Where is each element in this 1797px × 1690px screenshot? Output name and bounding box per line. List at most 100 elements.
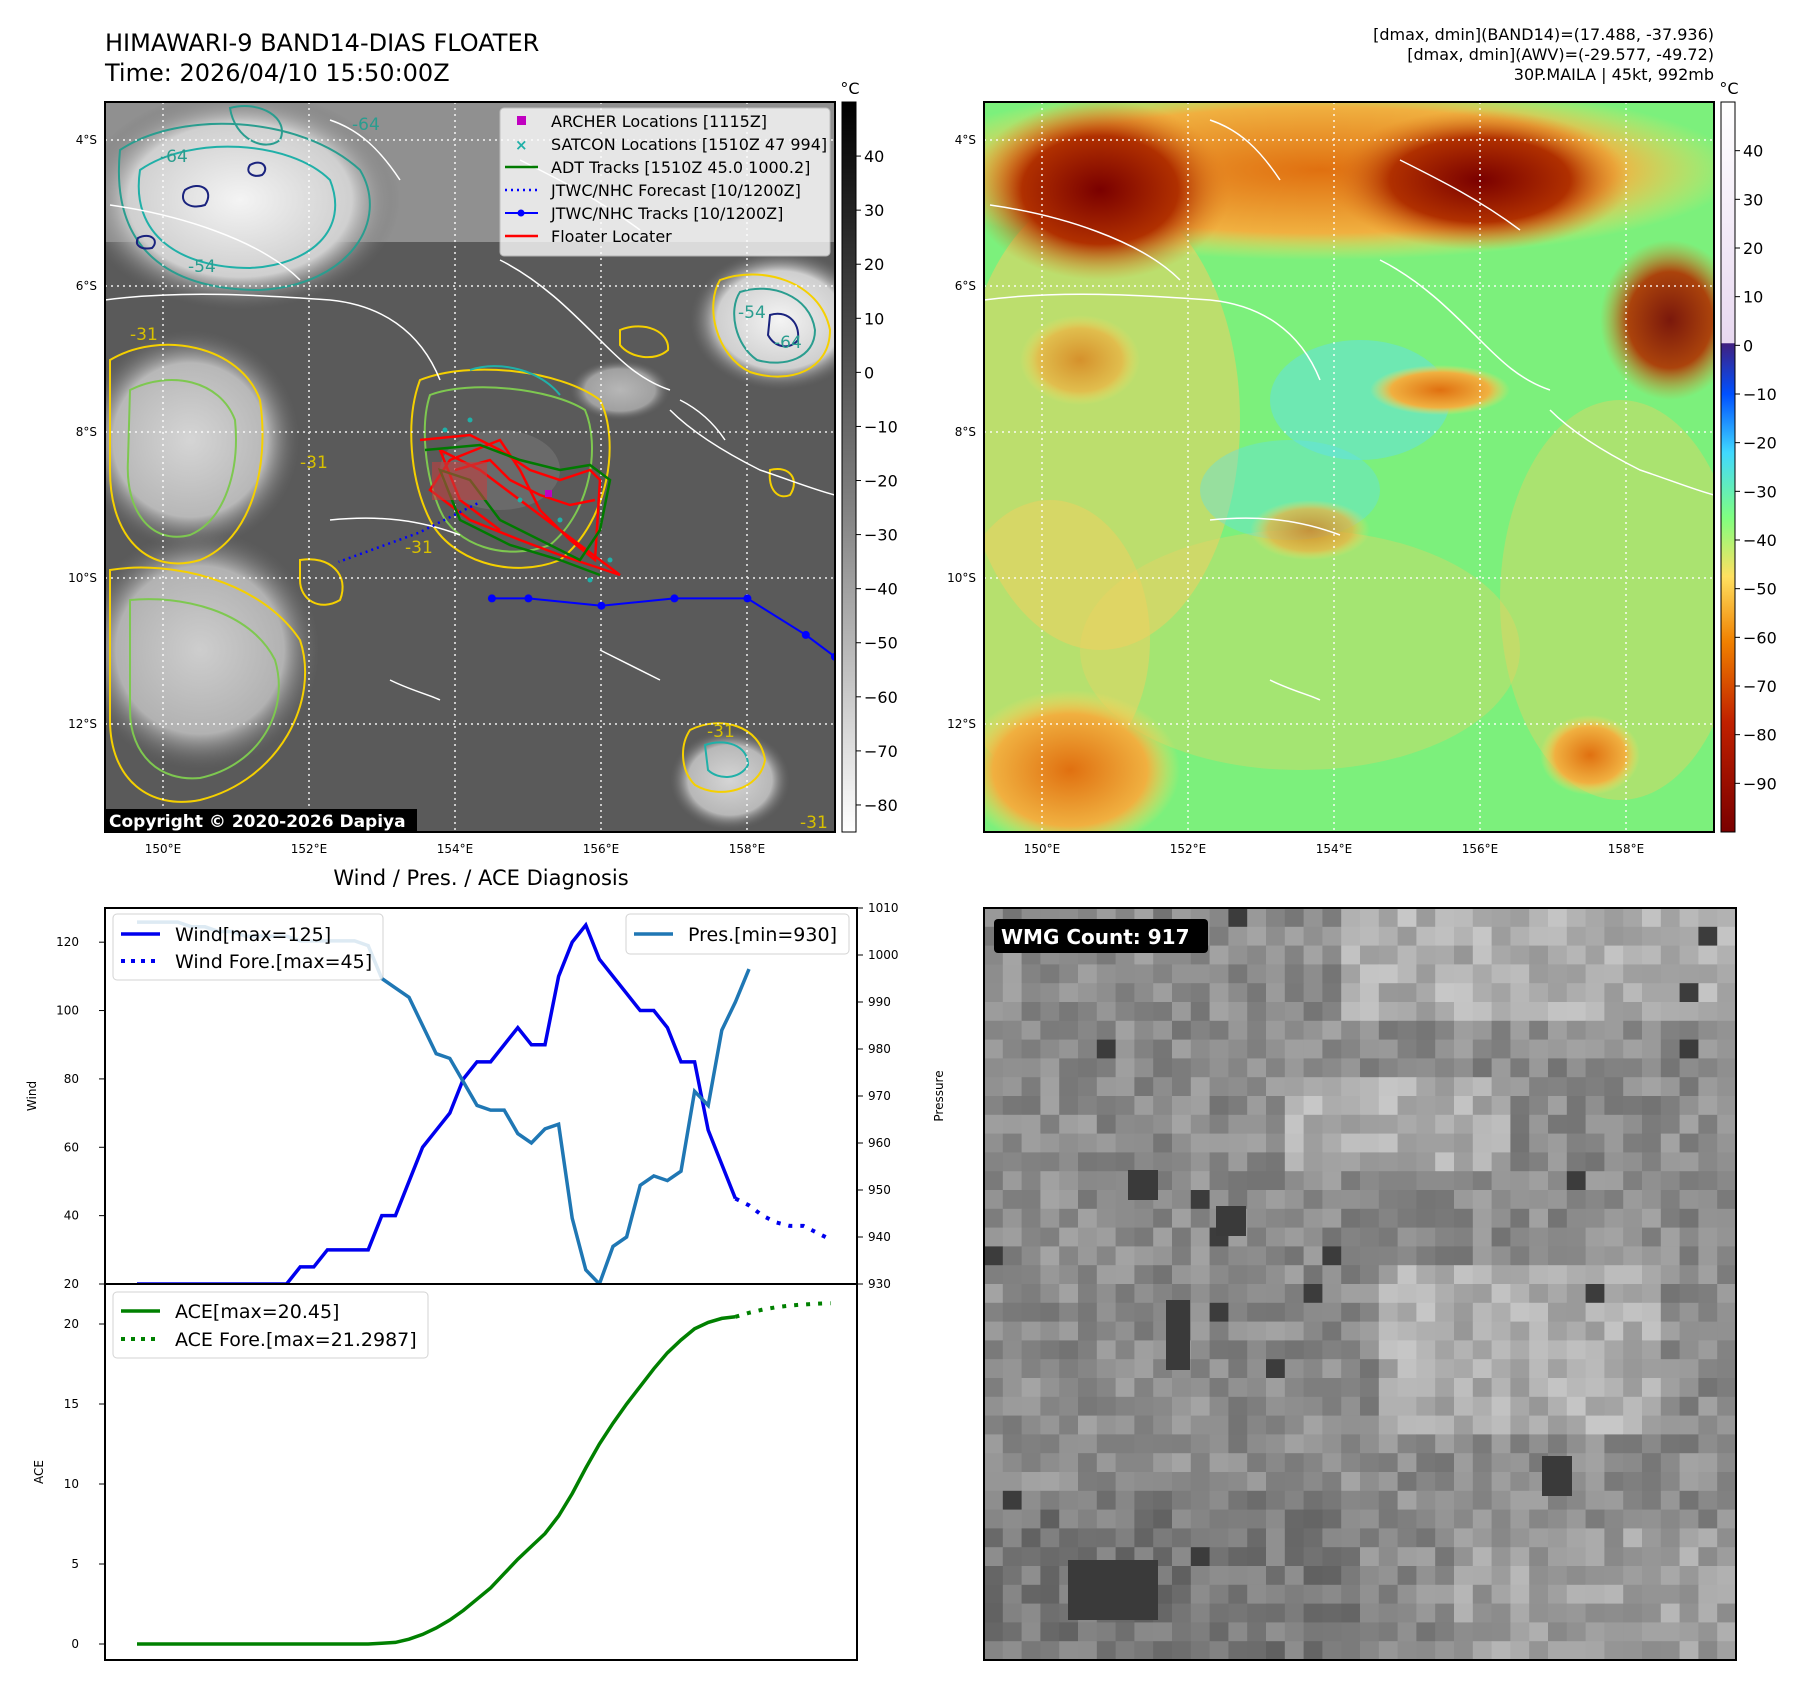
y-tick-label: 80 [64,1072,79,1086]
lat-tick-label: 8°S [76,425,97,439]
legend-satcon-icon: × [515,136,528,154]
wind-pressure-chart: 20 40 60 80 100 120 930 940 950 960 970 980 990 1000… [25,901,946,1291]
colorbar-tick-label: −20 [864,472,898,491]
lon-tick-label: 150°E [145,842,182,856]
wv-map: 4°S 6°S 8°S 10°S 12°S 150°E 152°E 154°E … [947,101,1715,856]
colorbar-tick-label: −40 [864,580,898,599]
colorbar-tick-label: −80 [1743,726,1777,745]
contour-label: -64 [352,115,380,135]
info-awv: [dmax, dmin](AWV)=(-29.577, -49.72) [1407,45,1714,64]
info-storm: 30P.MAILA | 45kt, 992mb [1514,65,1714,84]
y-tick-label: 990 [868,995,891,1009]
ace-legend: ACE[max=20.45] ACE Fore.[max=21.2987] [112,1291,429,1359]
figure-time: Time: 2026/04/10 15:50:00Z [104,59,450,87]
lon-tick-label: 158°E [729,842,766,856]
lon-tick-label: 152°E [291,842,328,856]
lat-tick-label: 10°S [68,571,97,585]
colorbar-tick-label: −50 [1743,580,1777,599]
y-tick-label: 970 [868,1089,891,1103]
legend-wind: Wind[max=125] [175,924,331,946]
contour-label: -54 [188,257,216,277]
archer-marker [545,490,552,497]
legend-item: ARCHER Locations [1115Z] [551,112,767,131]
contour-label: -31 [130,325,158,345]
jtwc-track-point [801,630,810,639]
pressure-legend: Pres.[min=930] [625,913,850,955]
y-tick-label: 980 [868,1042,891,1056]
legend-pressure: Pres.[min=930] [688,924,837,946]
lon-tick-label: 158°E [1608,842,1645,856]
colorbar-tick-label: 40 [864,147,884,166]
y-tick-label: 950 [868,1183,891,1197]
y-tick-label: 20 [64,1277,79,1291]
colorbar-tick-label: −60 [864,688,898,707]
y-tick-label: 940 [868,1230,891,1244]
lon-tick-label: 156°E [583,842,620,856]
legend-ace: ACE[max=20.45] [175,1301,339,1323]
colorbar-tick-label: 30 [864,201,884,220]
lon-tick-label: 156°E [1462,842,1499,856]
lat-tick-label: 4°S [76,133,97,147]
lon-tick-label: 150°E [1024,842,1061,856]
y-tick-label: 1000 [868,948,899,962]
colorbar-tick-label: 20 [1743,239,1763,258]
ace-series-line [137,1315,736,1646]
legend-wind-forecast: Wind Fore.[max=45] [175,951,372,973]
ir-colorbar-unit: °C [840,79,859,98]
legend-archer-icon [517,116,526,125]
ace-chart: 0 5 10 15 20 ACE ACE[max=20.45] ACE Fore.[ma… [32,1283,858,1661]
ir-map: -64 -64 -54 -54 -64 -31 -31 -31 -31 -31 [68,101,836,856]
pressure-axis-label: Pressure [932,1070,946,1121]
colorbar-tick-label: −10 [864,417,898,436]
y-tick-label: 5 [71,1557,79,1571]
y-tick-label: 100 [56,1004,79,1018]
y-tick-label: 0 [71,1637,79,1651]
jtwc-track-point [670,594,679,603]
lat-tick-label: 8°S [955,425,976,439]
contour-label: -31 [300,453,328,473]
colorbar-tick-label: −80 [864,796,898,815]
wv-colorbar-unit: °C [1719,79,1738,98]
copyright-text: Copyright © 2020-2026 Dapiya [109,812,406,832]
y-tick-label: 930 [868,1277,891,1291]
y-tick-label: 120 [56,935,79,949]
wmg-count-label: WMG Count: 917 [1001,925,1190,949]
legend-item: JTWC/NHC Tracks [10/1200Z] [550,204,783,223]
jtwc-track-point [487,594,496,603]
y-tick-label: 40 [64,1209,79,1223]
y-tick-label: 60 [64,1140,79,1154]
legend-item: ADT Tracks [1510Z 45.0 1000.2] [551,158,810,177]
contour-label: -31 [405,538,433,558]
colorbar-tick-label: −30 [1743,482,1777,501]
colorbar-tick-label: 10 [1743,288,1763,307]
wmg-panel: WMG Count: 917 [983,907,1737,1661]
colorbar-tick-label: −20 [1743,434,1777,453]
colorbar-tick-label: 0 [864,363,874,382]
lon-tick-label: 154°E [437,842,474,856]
figure-title: HIMAWARI-9 BAND14-DIAS FLOATER [105,29,539,57]
jtwc-track-point [743,594,752,603]
colorbar-tick-label: −60 [1743,628,1777,647]
lon-tick-label: 154°E [1316,842,1353,856]
lat-tick-label: 6°S [76,279,97,293]
lat-tick-label: 4°S [955,133,976,147]
legend-ace-forecast: ACE Fore.[max=21.2987] [175,1329,417,1351]
colorbar-tick-label: −70 [1743,677,1777,696]
contour-label: -64 [160,147,188,167]
ace-axis-label: ACE [32,1460,46,1484]
colorbar-tick-label: 40 [1743,142,1763,161]
diagnosis-title: Wind / Pres. / ACE Diagnosis [333,866,628,890]
info-band14: [dmax, dmin](BAND14)=(17.488, -37.936) [1373,25,1714,44]
colorbar-tick-label: 30 [1743,190,1763,209]
contour-label: -54 [738,303,766,323]
wind-forecast-line [734,1196,832,1242]
colorbar-tick-label: −40 [1743,531,1777,550]
y-tick-label: 1010 [868,901,899,915]
contour-label: -31 [707,722,735,742]
jtwc-track-point [524,594,533,603]
wind-series-line [137,921,738,1284]
lat-tick-label: 12°S [947,717,976,731]
y-tick-label: 10 [64,1477,79,1491]
colorbar-tick-label: −90 [1743,774,1777,793]
